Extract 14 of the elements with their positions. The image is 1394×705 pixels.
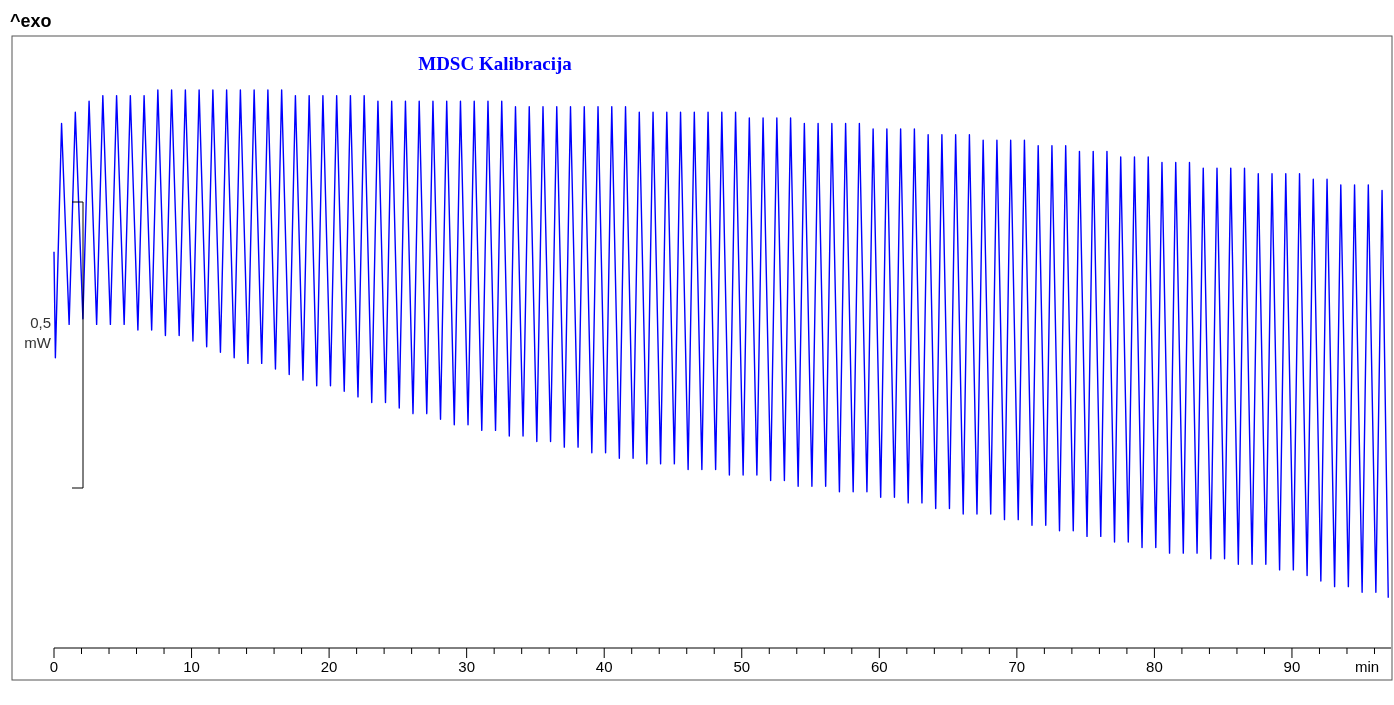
chart-title: MDSC Kalibracija <box>418 53 573 74</box>
x-tick-label: 70 <box>1008 658 1026 675</box>
x-tick-label: 90 <box>1283 658 1301 675</box>
x-tick-label: 30 <box>458 658 475 675</box>
x-tick-label: 80 <box>1146 658 1163 675</box>
x-tick-label: 10 <box>183 658 200 675</box>
x-tick-label: 0 <box>49 658 59 675</box>
text: 0,5 mW <box>24 314 52 351</box>
x-tick-label: 40 <box>595 658 613 675</box>
text: ^exo <box>10 11 52 31</box>
x-tick-label: 60 <box>870 658 888 675</box>
x-tick-label: 20 <box>320 658 338 675</box>
x-axis-title: min <box>1354 658 1380 675</box>
x-tick-label: 50 <box>733 658 751 675</box>
